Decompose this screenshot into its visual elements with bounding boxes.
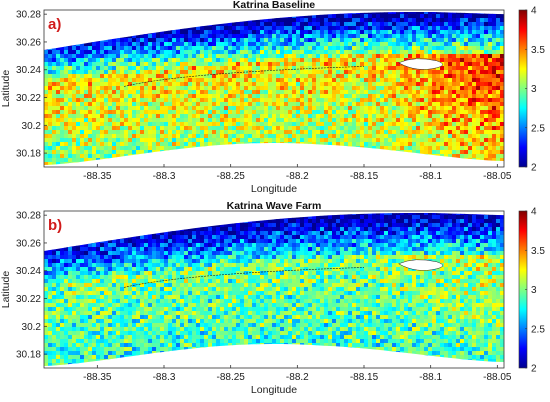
panel-label: a) bbox=[48, 16, 61, 33]
colorbar-tick-label: 3.5 bbox=[531, 246, 545, 257]
x-tick-label: -88.1 bbox=[419, 171, 442, 182]
wave-height-field bbox=[44, 213, 504, 366]
dauphin-island-shape bbox=[398, 58, 443, 70]
wave-height-field bbox=[44, 12, 504, 165]
colorbar-tick-label: 3.5 bbox=[531, 45, 545, 56]
x-tick-label: -88.05 bbox=[483, 171, 512, 182]
colorbar-tick-label: 2.5 bbox=[531, 123, 545, 134]
x-tick-label: -88.35 bbox=[83, 171, 112, 182]
x-tick-label: -88.2 bbox=[286, 372, 309, 383]
chart-title: Katrina Baseline bbox=[233, 0, 315, 11]
x-axis-label: Longitude bbox=[251, 183, 297, 195]
x-tick-label: -88.25 bbox=[216, 171, 245, 182]
colorbar-tick-label: 2 bbox=[531, 163, 537, 174]
colorbar-tick-label: 2 bbox=[531, 364, 537, 375]
panel-label: b) bbox=[48, 217, 62, 234]
shoal-contour-line bbox=[123, 267, 365, 288]
chart-title: Katrina Wave Farm bbox=[227, 200, 322, 212]
colorbar-tick-label: 4 bbox=[531, 6, 537, 17]
y-tick-label: 30.2 bbox=[22, 121, 42, 132]
dauphin-island-shape bbox=[398, 259, 443, 271]
y-tick-label: 30.2 bbox=[22, 322, 42, 333]
shoal-contour-line bbox=[123, 66, 365, 87]
x-tick-label: -88.3 bbox=[153, 171, 176, 182]
colorbar-tick-label: 3 bbox=[531, 84, 537, 95]
y-tick-label: 30.18 bbox=[16, 350, 41, 361]
x-tick-label: -88.05 bbox=[483, 372, 512, 383]
y-tick-label: 30.22 bbox=[16, 93, 41, 104]
y-tick-label: 30.24 bbox=[16, 266, 41, 277]
x-tick-label: -88.25 bbox=[216, 372, 245, 383]
panel-wave-farm: -88.35 -88.3 -88.25 -88.2 -88.15 -88.1 -88.05 3… bbox=[0, 200, 545, 396]
x-tick-label: -88.1 bbox=[419, 372, 442, 383]
x-tick-label: -88.15 bbox=[350, 171, 379, 182]
y-tick-label: 30.28 bbox=[16, 211, 41, 222]
y-tick-label: 30.28 bbox=[16, 10, 41, 21]
colorbar-tick-label: 3 bbox=[531, 285, 537, 296]
x-axis-label: Longitude bbox=[251, 384, 297, 396]
y-tick-label: 30.24 bbox=[16, 65, 41, 76]
x-tick-label: -88.3 bbox=[153, 372, 176, 383]
x-tick-label: -88.15 bbox=[350, 372, 379, 383]
x-tick-label: -88.35 bbox=[83, 372, 112, 383]
y-axis-label: Latitude bbox=[0, 271, 12, 309]
x-tick-label: -88.2 bbox=[286, 171, 309, 182]
colorbar-tick-label: 2.5 bbox=[531, 324, 545, 335]
colorbar-tick-label: 4 bbox=[531, 207, 537, 218]
y-tick-label: 30.22 bbox=[16, 294, 41, 305]
y-tick-label: 30.26 bbox=[16, 37, 41, 48]
axes-frame bbox=[43, 210, 505, 369]
panel-baseline: -88.35 -88.3 -88.25 -88.2 -88.15 -88.1 -88.05 3… bbox=[0, 0, 545, 195]
y-tick-label: 30.26 bbox=[16, 238, 41, 249]
axes-frame bbox=[43, 9, 505, 168]
y-axis-label: Latitude bbox=[0, 70, 12, 108]
y-tick-label: 30.18 bbox=[16, 149, 41, 160]
